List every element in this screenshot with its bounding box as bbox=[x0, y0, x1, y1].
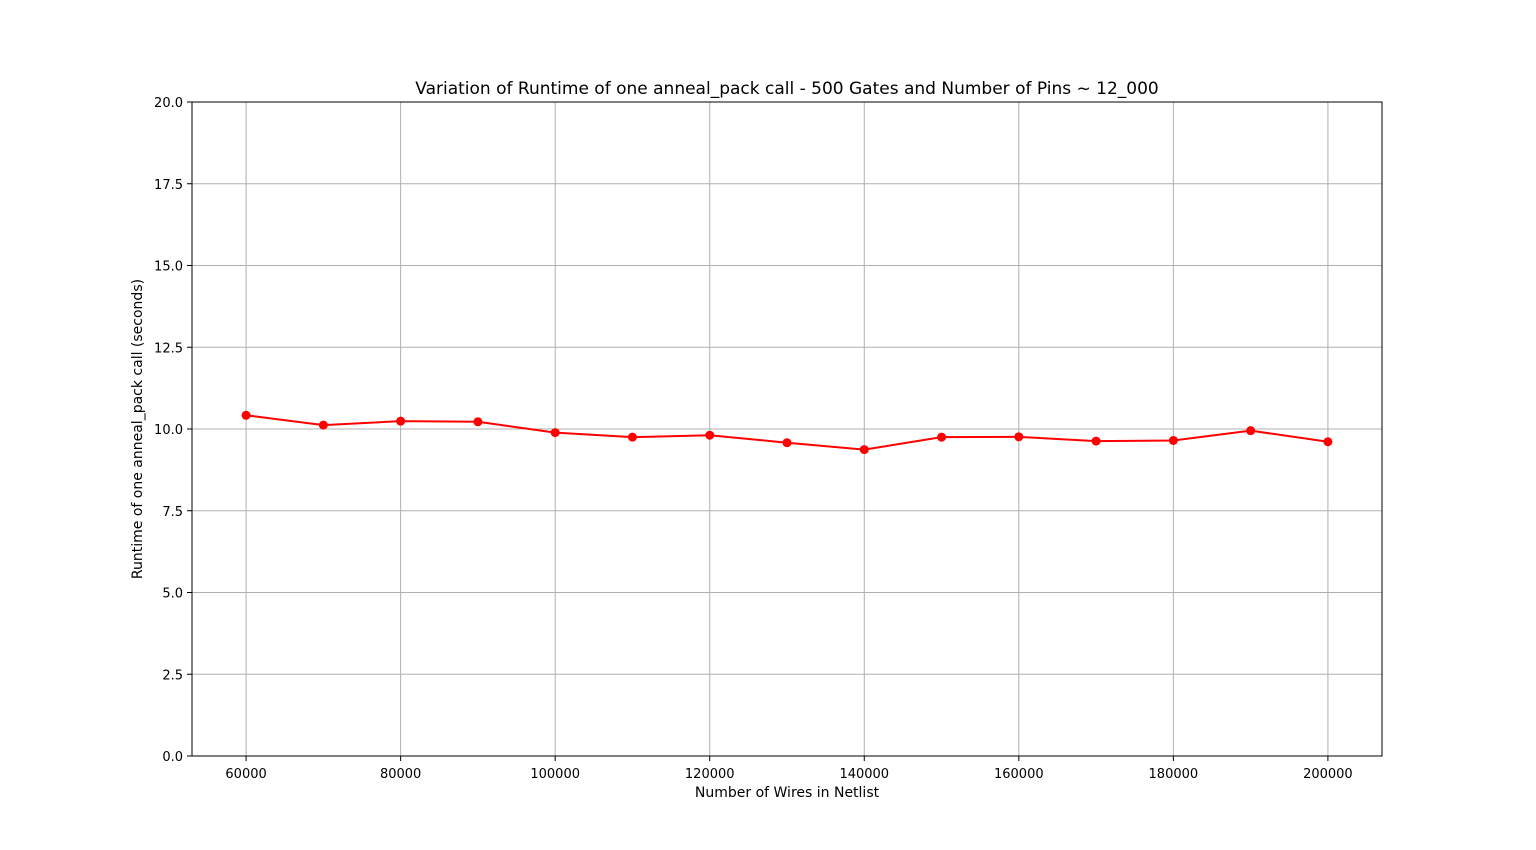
y-tick-label: 0.0 bbox=[162, 750, 183, 765]
x-tick-label: 180000 bbox=[1149, 767, 1199, 782]
series bbox=[241, 410, 1333, 455]
x-axis-ticks: 60000 80000 100000 120000 140000 160000 180000… bbox=[225, 756, 1353, 782]
grid bbox=[192, 101, 1382, 757]
data-point bbox=[627, 432, 637, 442]
data-point bbox=[1246, 426, 1256, 436]
data-point bbox=[241, 410, 251, 420]
data-point bbox=[396, 416, 406, 426]
y-tick-label: 5.0 bbox=[162, 587, 183, 602]
data-point bbox=[705, 430, 715, 440]
chart-title: Variation of Runtime of one anneal_pack … bbox=[415, 79, 1158, 99]
x-tick-label: 80000 bbox=[380, 767, 421, 782]
data-point bbox=[473, 417, 483, 427]
x-tick-label: 120000 bbox=[685, 767, 735, 782]
data-point bbox=[1323, 437, 1333, 447]
data-point bbox=[859, 445, 869, 455]
x-tick-label: 100000 bbox=[530, 767, 580, 782]
y-tick-label: 17.5 bbox=[154, 178, 183, 193]
y-axis-ticks: 0.0 2.5 5.0 7.5 10.0 12.5 15.0 17.5 20.0 bbox=[154, 96, 192, 765]
y-tick-label: 15.0 bbox=[154, 260, 183, 275]
y-tick-label: 2.5 bbox=[162, 668, 183, 683]
y-tick-label: 12.5 bbox=[154, 341, 183, 356]
y-tick-label: 7.5 bbox=[162, 505, 183, 520]
x-axis-label: Number of Wires in Netlist bbox=[695, 785, 880, 801]
data-point bbox=[1091, 436, 1101, 446]
x-tick-label: 160000 bbox=[994, 767, 1044, 782]
x-tick-label: 200000 bbox=[1303, 767, 1353, 782]
y-tick-label: 20.0 bbox=[154, 96, 183, 111]
x-tick-label: 140000 bbox=[839, 767, 889, 782]
data-point bbox=[318, 420, 328, 430]
data-point bbox=[937, 432, 947, 442]
data-point bbox=[782, 438, 792, 448]
data-point bbox=[1168, 435, 1178, 445]
y-axis-label: Runtime of one anneal_pack call (seconds… bbox=[130, 279, 146, 579]
y-tick-label: 10.0 bbox=[154, 423, 183, 438]
x-tick-label: 60000 bbox=[225, 767, 266, 782]
data-point bbox=[1014, 432, 1024, 442]
data-point bbox=[550, 428, 560, 438]
